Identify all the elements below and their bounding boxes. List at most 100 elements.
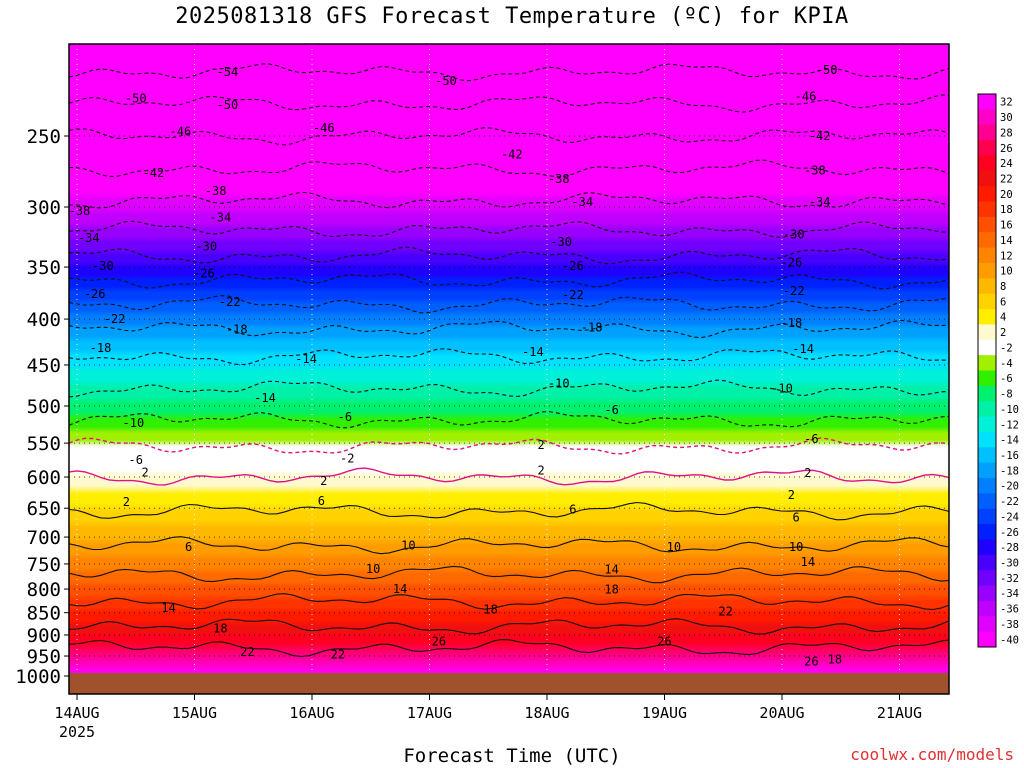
contour-label: -50 <box>125 91 147 105</box>
colorbar-label: -6 <box>1000 373 1013 385</box>
x-tick-label: 14AUG <box>54 704 99 722</box>
contour-label: -26 <box>781 256 803 270</box>
y-tick-label: 950 <box>27 646 61 668</box>
contour-label: 14 <box>161 601 175 615</box>
colorbar-swatch <box>978 416 996 433</box>
contour-label: -6 <box>804 432 818 446</box>
contour-label: -2 <box>340 451 354 465</box>
isotherm-m10 <box>69 379 949 398</box>
contour-label: 22 <box>240 645 254 659</box>
colorbar-swatch <box>978 401 996 418</box>
contour-label: 14 <box>393 582 407 596</box>
contour-label: -6 <box>604 403 618 417</box>
y-tick-label: 650 <box>27 498 61 520</box>
colorbar-swatch <box>978 124 996 141</box>
colorbar-swatch <box>978 262 996 279</box>
colorbar-swatch <box>978 216 996 233</box>
isotherm-2 <box>69 467 949 486</box>
contour-label: 6 <box>318 494 325 508</box>
contour-label: 18 <box>483 602 497 616</box>
contour-label: -38 <box>548 172 570 186</box>
colorbar-swatch <box>978 309 996 325</box>
contour-label: -22 <box>104 312 126 326</box>
ground-below-surface <box>69 673 949 694</box>
colorbar-label: -20 <box>1000 481 1019 493</box>
colorbar-label: -36 <box>1000 604 1019 616</box>
x-tick-label: 19AUG <box>642 704 687 722</box>
contour-label: -14 <box>254 391 276 405</box>
contour-label: -10 <box>548 377 570 391</box>
x-tick-label: 17AUG <box>407 704 452 722</box>
colorbar-swatch <box>978 554 996 571</box>
contour-label: -50 <box>217 98 239 112</box>
colorbar-label: -34 <box>1000 588 1019 600</box>
contour-label: 2 <box>320 474 327 488</box>
colorbar-swatch <box>978 293 996 310</box>
contour-label: 26 <box>432 634 446 648</box>
colorbar-swatch <box>978 447 996 464</box>
contour-label: -22 <box>783 284 805 298</box>
colorbar-swatch <box>978 278 996 295</box>
colorbar-label: 24 <box>1000 158 1013 170</box>
colorbar-label: 30 <box>1000 112 1013 124</box>
colorbar-label: 8 <box>1000 281 1006 293</box>
colorbar-swatch <box>978 385 996 402</box>
colorbar-label: 20 <box>1000 189 1013 201</box>
colorbar-label: -14 <box>1000 435 1019 447</box>
contour-label: -38 <box>804 163 826 177</box>
contour-label: -6 <box>338 410 352 424</box>
colorbar-swatch <box>978 324 996 341</box>
contour-label: 2 <box>804 466 811 480</box>
colorbar-swatch <box>978 201 996 218</box>
colorbar-swatch <box>978 600 996 617</box>
isotherm-m22 <box>69 295 949 314</box>
colorbar-swatch <box>978 170 996 187</box>
contour-label: -46 <box>170 124 192 138</box>
colorbar-label: 14 <box>1000 235 1013 247</box>
isotherm-m30 <box>69 246 949 265</box>
x-tick-label: 21AUG <box>877 704 922 722</box>
y-tick-label: 500 <box>27 396 61 418</box>
y-tick-label: 750 <box>27 554 61 576</box>
colorbar-label: -18 <box>1000 465 1019 477</box>
isotherm-m50 <box>69 94 949 113</box>
colorbar-border <box>977 93 997 648</box>
isotherm-m2 <box>69 437 949 455</box>
contour-label: -26 <box>562 259 584 273</box>
isotherm-m26 <box>69 271 949 290</box>
contour-label: 26 <box>804 655 818 669</box>
colorbar-label: -24 <box>1000 511 1019 523</box>
contour-label: -22 <box>219 295 241 309</box>
contour-label: -46 <box>313 121 335 135</box>
y-tick-label: 400 <box>27 309 61 331</box>
colorbar-swatch <box>978 431 996 448</box>
contour-label: 18 <box>213 621 227 635</box>
contour-label: 18 <box>604 583 618 597</box>
colorbar-label: -12 <box>1000 419 1019 431</box>
x-tick-label: 15AUG <box>172 704 217 722</box>
contour-label: 2 <box>538 438 545 452</box>
isotherm-m18 <box>69 319 949 339</box>
colorbar-label: 10 <box>1000 266 1013 278</box>
colorbar-swatch <box>978 539 996 556</box>
colorbar-label: -32 <box>1000 573 1019 585</box>
colorbar-label: -2 <box>1000 342 1013 354</box>
contour-label: -42 <box>501 147 523 161</box>
contour-label: 6 <box>792 511 799 525</box>
contour-label: 14 <box>604 563 618 577</box>
plot-border <box>68 43 950 695</box>
y-tick-label: 300 <box>27 197 61 219</box>
colorbar-swatch <box>978 585 996 602</box>
isotherm-10 <box>69 536 949 555</box>
colorbar-swatch <box>978 109 996 126</box>
contour-label: 22 <box>718 604 732 618</box>
contour-label: -46 <box>795 90 817 104</box>
y-tick-label: 1000 <box>15 666 61 688</box>
contour-label: 10 <box>789 540 803 554</box>
isotherm-18 <box>69 593 949 611</box>
contour-label: -30 <box>783 228 805 242</box>
contour-label: -50 <box>435 74 457 88</box>
contour-label: 18 <box>828 652 842 666</box>
colorbar-label: -26 <box>1000 527 1019 539</box>
